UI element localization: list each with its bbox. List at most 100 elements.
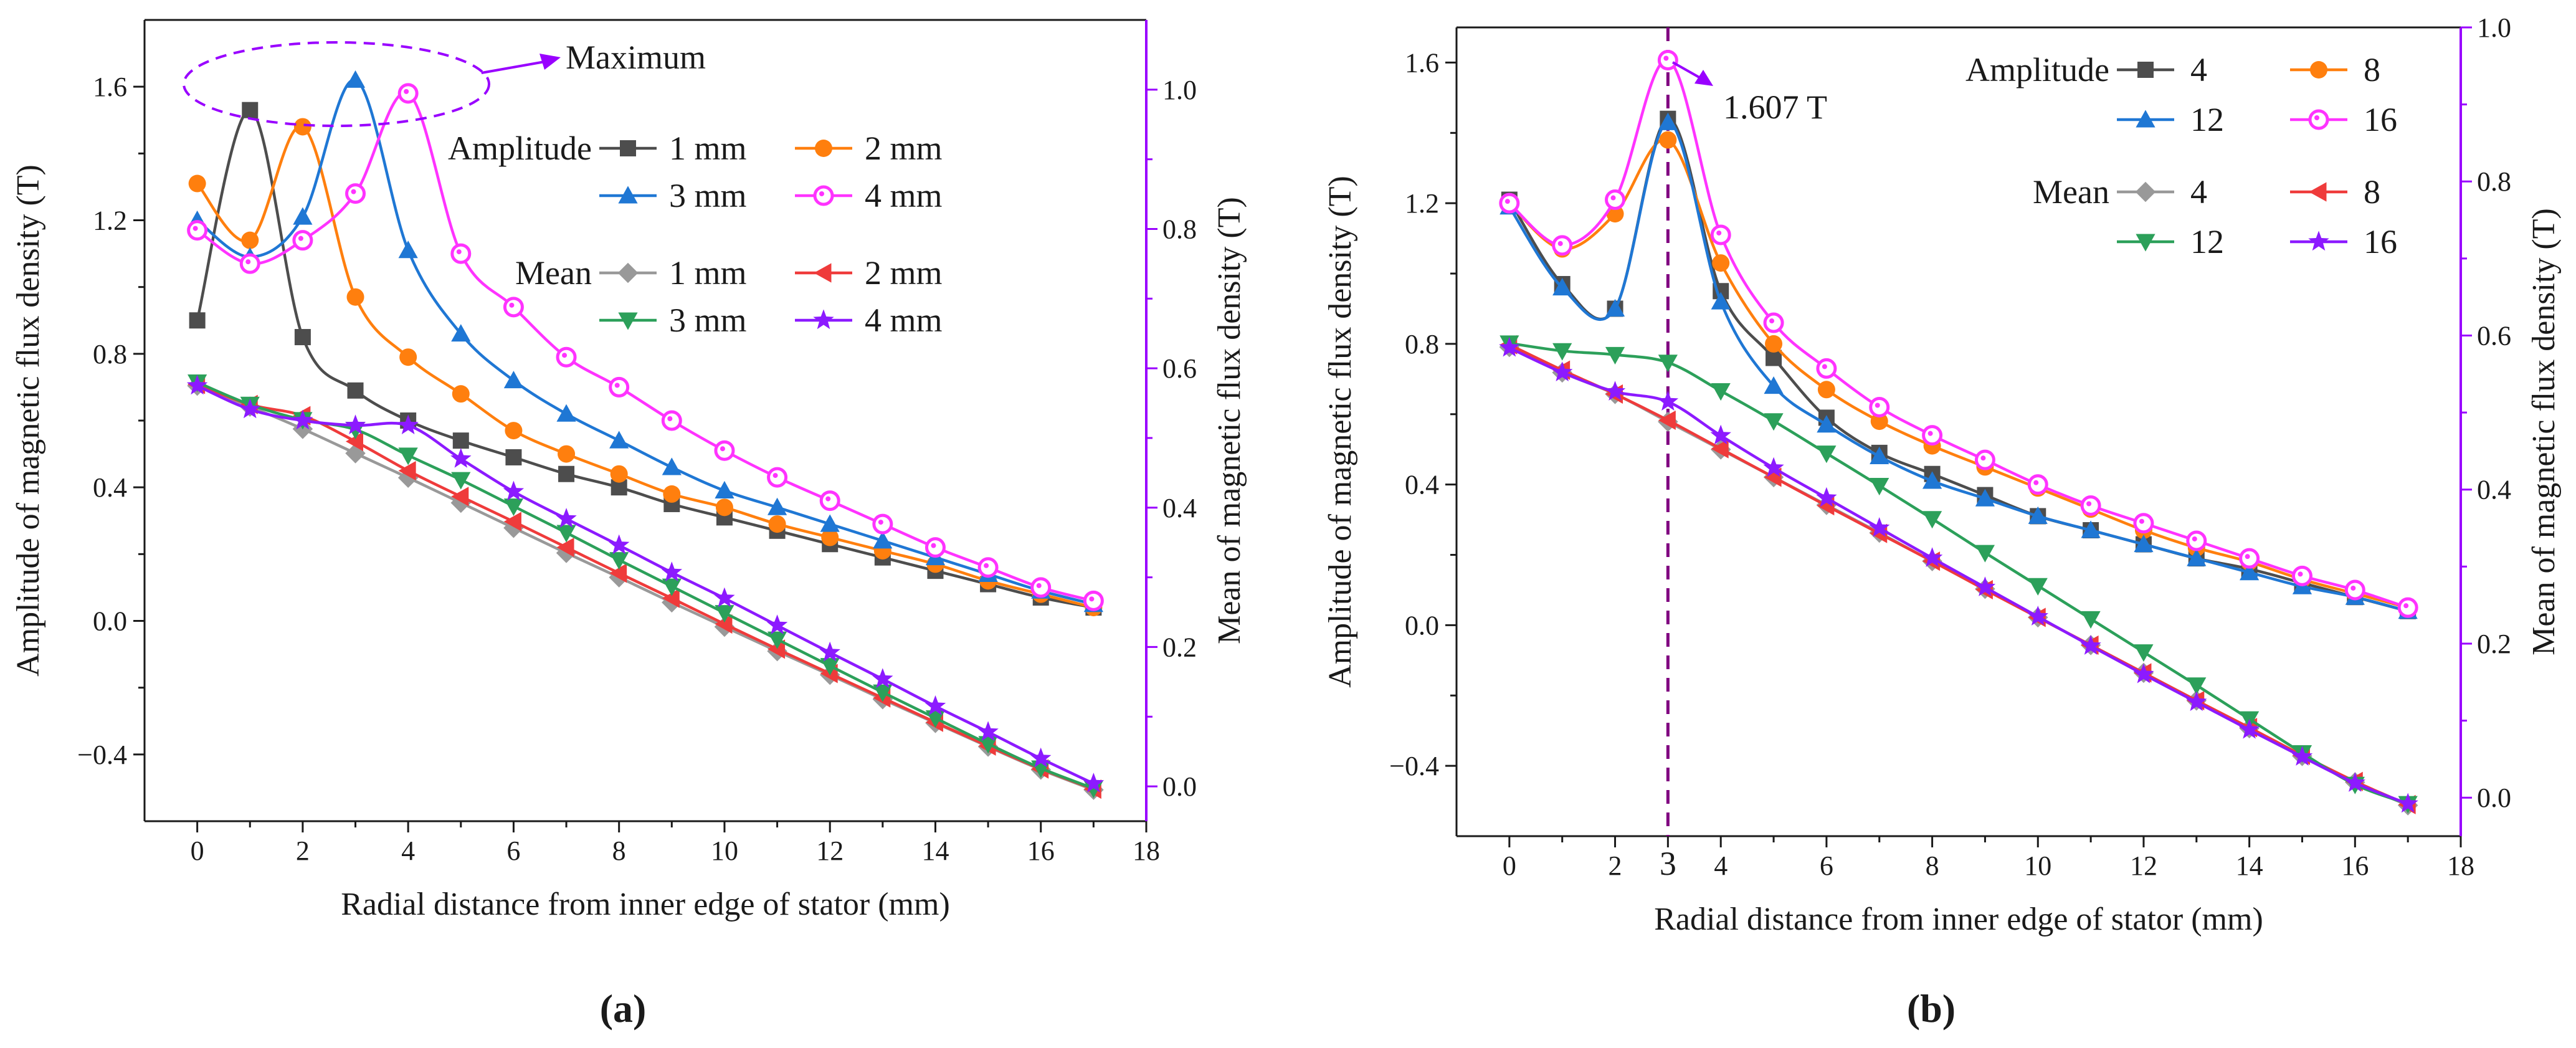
data-point (1921, 547, 1943, 567)
data-point (662, 457, 682, 475)
data-point (610, 465, 628, 483)
y-right-tick-label: 0.4 (2477, 475, 2511, 505)
data-point (1658, 410, 1676, 431)
x-tick-label: 12 (816, 836, 844, 866)
legend-marker (814, 263, 832, 283)
data-point (505, 449, 522, 465)
legend-marker (2135, 181, 2156, 202)
data-point (294, 329, 311, 346)
legend-marker (2308, 231, 2329, 251)
data-point (609, 552, 629, 570)
legend-label: 16 (2364, 101, 2397, 138)
y-axis-label-right: Mean of magnetic flux density (T) (2526, 208, 2562, 655)
data-point (1658, 112, 1678, 130)
data-point (397, 414, 419, 434)
data-point (1922, 471, 1942, 489)
data-point (1869, 396, 1890, 417)
data-point (292, 409, 313, 430)
x-tick-label: 8 (612, 836, 626, 866)
data-point (503, 297, 524, 318)
data-point (1552, 343, 1572, 361)
data-point (821, 528, 839, 546)
y-right-tick-label: 0.0 (1162, 771, 1197, 802)
data-point (556, 537, 574, 558)
data-point (609, 563, 627, 583)
legend-marker (2309, 182, 2327, 202)
data-point (2081, 520, 2101, 538)
data-point (1604, 381, 1626, 401)
y-left-tick-label: 0.8 (93, 339, 127, 369)
data-point (241, 231, 259, 249)
data-point (820, 658, 840, 676)
data-point (2397, 597, 2418, 618)
legend-marker (813, 309, 834, 330)
y-right-tick-label: 0.8 (1162, 214, 1197, 244)
data-point (1083, 590, 1104, 611)
data-point (1711, 439, 1729, 459)
data-point (1922, 511, 1942, 529)
data-point (451, 487, 469, 507)
legend-entry: 4 mm (795, 177, 943, 214)
legend-entry: 2 mm (795, 130, 943, 167)
data-point (1605, 298, 1625, 317)
x-tick-label: 18 (2447, 850, 2474, 881)
data-point (293, 207, 313, 225)
annotation-ellipse (183, 41, 490, 127)
y-left-tick-label: 0.8 (1405, 329, 1439, 360)
panel-b: 0 2 3 4 6 8 10 12 14 16 18 −0.4 0.0 0.4 0.8 1.2 1.6 0.0 0.… (1323, 12, 2562, 1031)
legend-label: 12 (2190, 101, 2224, 138)
legend-title-amplitude: Amplitude (1965, 51, 2109, 88)
data-point (503, 498, 524, 517)
legend-title-amplitude: Amplitude (448, 130, 592, 167)
legend-entry: 4 mm (795, 302, 943, 339)
data-point (1659, 131, 1677, 149)
legend-label: 3 mm (669, 177, 747, 214)
legend-label: 4 (2190, 51, 2207, 88)
data-point (452, 432, 469, 449)
x-tick-label: 0 (191, 836, 204, 866)
series-line (1508, 121, 2408, 612)
y-right-tick-label: 1.0 (2477, 12, 2511, 43)
data-point (609, 534, 630, 555)
data-point (2240, 563, 2260, 581)
data-point (2133, 663, 2154, 684)
annotation-text: Maximum (566, 39, 706, 76)
data-point (662, 588, 680, 608)
legend-marker (620, 140, 636, 156)
legend-label: 1 mm (669, 254, 747, 292)
data-point (715, 480, 734, 499)
data-point (505, 422, 523, 440)
data-point (1499, 336, 1520, 357)
x-tick-label: 10 (2024, 850, 2051, 881)
data-point (345, 183, 366, 204)
legend-marker (2137, 62, 2154, 78)
data-point (503, 512, 521, 531)
x-tick-label: 4 (1714, 850, 1728, 881)
legend-title-mean: Mean (2033, 173, 2109, 211)
data-point (293, 118, 311, 136)
panel-label: (a) (600, 986, 647, 1031)
annotation-arrowhead (539, 54, 561, 70)
data-point (1869, 517, 1890, 537)
x-tick-label: 14 (2236, 850, 2263, 881)
legend-entry: 12 (2117, 101, 2224, 138)
data-point (398, 460, 416, 481)
x-tick-label: 6 (1820, 850, 1833, 881)
data-point (714, 440, 735, 461)
data-point (2239, 548, 2260, 569)
data-point (1974, 449, 1995, 470)
data-point (715, 605, 734, 623)
y-left-tick-label: 1.6 (1405, 47, 1439, 78)
y-right-tick-label: 0.6 (1162, 353, 1197, 384)
data-point (1974, 576, 1996, 596)
data-point (1922, 425, 1943, 446)
y-axis-label-left: Amplitude of magnetic flux density (T) (1323, 176, 1358, 688)
data-point (1658, 355, 1678, 373)
x-axis-label: Radial distance from inner edge of stato… (1654, 902, 2263, 937)
data-point (1030, 747, 1052, 768)
x-tick-label: 16 (2341, 850, 2369, 881)
data-point (345, 414, 366, 434)
data-point (1816, 358, 1837, 379)
data-point (1657, 391, 1679, 411)
